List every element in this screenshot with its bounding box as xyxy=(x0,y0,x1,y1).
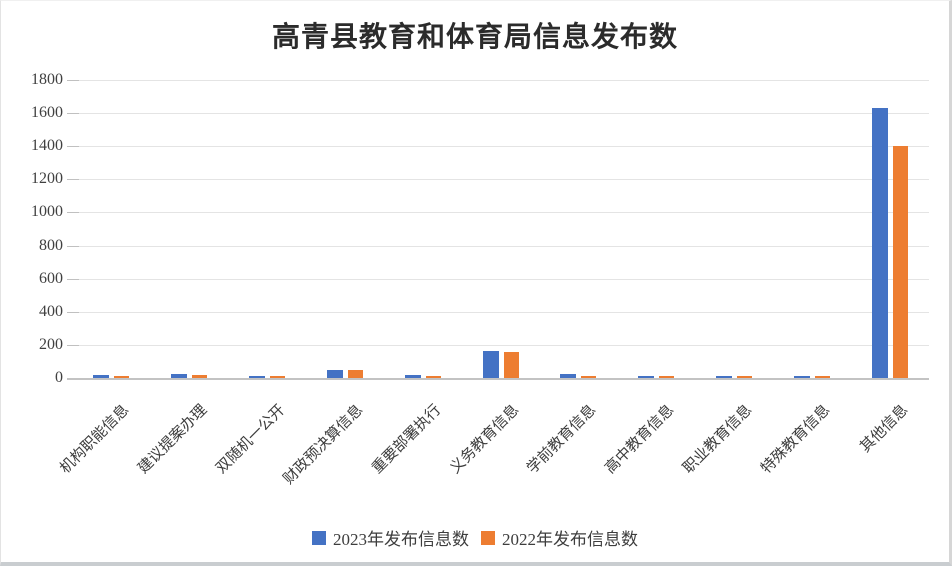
x-axis-label: 高中教育信息 xyxy=(602,402,678,477)
bar-2022年发布信息数-其他信息 xyxy=(893,146,909,378)
x-axis-label: 学前教育信息 xyxy=(524,402,600,477)
bar-2023年发布信息数-其他信息 xyxy=(872,108,889,378)
y-axis-tick xyxy=(67,278,79,280)
bar-2022年发布信息数-重要部署执行 xyxy=(425,375,441,378)
bar-2023年发布信息数-财政预决算信息 xyxy=(326,369,343,378)
gridline xyxy=(72,179,929,181)
bar-2023年发布信息数-高中教育信息 xyxy=(638,375,655,378)
bar-2022年发布信息数-特殊教育信息 xyxy=(815,376,831,378)
gridline xyxy=(72,113,929,115)
gridline xyxy=(72,245,929,247)
chart-title: 高青县教育和体育局信息发布数 xyxy=(271,22,678,53)
y-axis-label: 1000 xyxy=(31,203,63,221)
bar-2023年发布信息数-建议提案办理 xyxy=(170,374,187,378)
x-axis-label: 重要部署执行 xyxy=(368,402,444,477)
y-axis-label: 1200 xyxy=(31,170,63,188)
y-axis-tick xyxy=(67,344,79,346)
bar-2022年发布信息数-高中教育信息 xyxy=(659,376,675,378)
gridline xyxy=(72,146,929,148)
y-axis-label: 1800 xyxy=(31,71,63,88)
y-axis-tick xyxy=(67,146,79,148)
x-axis-line xyxy=(67,378,929,380)
legend-label: 2023年发布信息数 xyxy=(333,530,469,549)
x-axis-label: 职业教育信息 xyxy=(680,402,756,477)
bar-2023年发布信息数-义务教育信息 xyxy=(482,350,499,378)
bar-2023年发布信息数-学前教育信息 xyxy=(560,373,577,378)
legend-item: 2023年发布信息数 xyxy=(312,525,469,550)
bar-2022年发布信息数-义务教育信息 xyxy=(503,351,519,378)
legend: 2023年发布信息数 2022年发布信息数 xyxy=(1,525,949,550)
y-axis-label: 200 xyxy=(39,335,63,353)
y-axis-label: 400 xyxy=(39,302,63,320)
bar-2023年发布信息数-职业教育信息 xyxy=(716,375,733,378)
bar-2023年发布信息数-机构职能信息 xyxy=(92,374,109,378)
y-axis-tick xyxy=(67,245,79,247)
y-axis-tick xyxy=(67,179,79,181)
bar-2022年发布信息数-机构职能信息 xyxy=(113,376,129,378)
y-axis-tick xyxy=(67,80,79,81)
bar-2022年发布信息数-双随机一公开 xyxy=(269,376,285,378)
legend-item: 2022年发布信息数 xyxy=(481,525,638,550)
bar-2022年发布信息数-职业教育信息 xyxy=(737,376,753,378)
y-axis-label: 600 xyxy=(39,269,63,287)
bar-2022年发布信息数-财政预决算信息 xyxy=(347,370,363,378)
y-axis-label: 0 xyxy=(55,369,63,386)
bar-2023年发布信息数-特殊教育信息 xyxy=(794,376,811,378)
bar-2023年发布信息数-重要部署执行 xyxy=(404,374,421,378)
y-axis-tick xyxy=(67,311,79,313)
gridline xyxy=(72,278,929,280)
gridline xyxy=(72,311,929,313)
y-axis-tick xyxy=(67,212,79,214)
gridline xyxy=(72,212,929,214)
x-axis-label: 机构职能信息 xyxy=(57,402,133,477)
y-axis-label: 800 xyxy=(39,236,63,254)
legend-swatch-icon xyxy=(481,530,495,545)
y-axis-tick xyxy=(67,113,79,115)
bar-2023年发布信息数-双随机一公开 xyxy=(248,376,265,378)
x-axis-label: 双随机一公开 xyxy=(213,402,289,477)
x-axis-label: 义务教育信息 xyxy=(446,402,522,477)
bar-2022年发布信息数-学前教育信息 xyxy=(581,376,597,378)
y-axis-label: 1400 xyxy=(31,137,63,155)
legend-swatch-icon xyxy=(312,530,326,545)
gridline xyxy=(72,344,929,346)
gridline xyxy=(72,80,929,81)
bar-2022年发布信息数-建议提案办理 xyxy=(191,375,207,378)
legend-label: 2022年发布信息数 xyxy=(502,530,638,549)
y-axis-label: 1600 xyxy=(31,104,63,122)
x-axis-label: 特殊教育信息 xyxy=(758,402,834,477)
x-axis-label: 其他信息 xyxy=(857,402,912,456)
x-axis-label: 财政预决算信息 xyxy=(280,402,366,488)
x-axis-label: 建议提案办理 xyxy=(135,402,211,477)
